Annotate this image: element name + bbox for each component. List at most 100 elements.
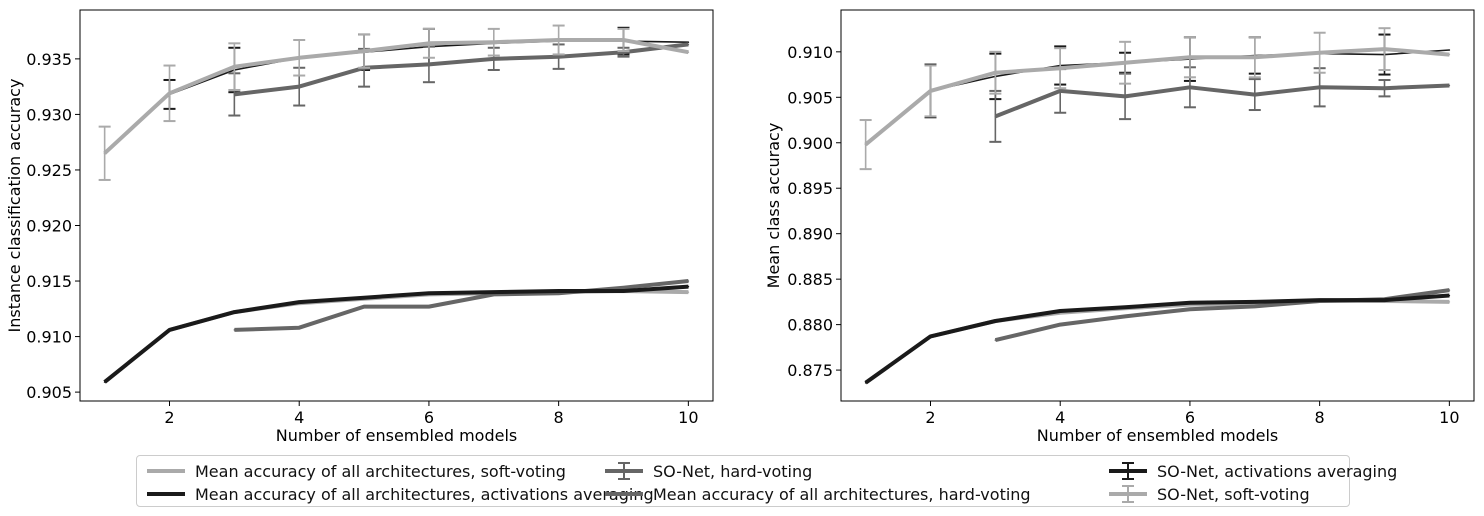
y-tick-label: 0.920 bbox=[26, 216, 72, 235]
plot-area-frame bbox=[79, 9, 714, 402]
data-point bbox=[1448, 84, 1451, 87]
data-point bbox=[1189, 56, 1191, 59]
legend: Mean accuracy of all architectures, soft… bbox=[136, 455, 1397, 507]
data-point bbox=[687, 285, 690, 288]
data-point bbox=[1253, 301, 1256, 303]
data-point bbox=[1253, 93, 1256, 96]
data-point bbox=[557, 39, 560, 41]
data-point bbox=[1059, 90, 1062, 92]
data-point bbox=[363, 305, 365, 308]
data-point bbox=[929, 335, 932, 338]
x-tick-label: 8 bbox=[1315, 408, 1325, 427]
data-point bbox=[428, 63, 430, 66]
series-line bbox=[994, 83, 1450, 119]
legend-label: Mean accuracy of all architectures, acti… bbox=[195, 484, 654, 504]
data-point bbox=[994, 320, 997, 322]
errorbar-swatch-icon bbox=[605, 462, 643, 480]
x-tick-label: 2 bbox=[925, 408, 935, 427]
data-point bbox=[492, 41, 495, 44]
data-point bbox=[1383, 299, 1386, 301]
x-tick-label: 2 bbox=[164, 408, 174, 427]
series-sonet-hard bbox=[228, 42, 690, 117]
legend-label: SO-Net, activations averaging bbox=[1157, 461, 1398, 481]
y-tick-label: 0.900 bbox=[787, 134, 833, 153]
series-line bbox=[864, 293, 1450, 385]
data-point bbox=[1124, 315, 1126, 318]
x-tick-label: 6 bbox=[424, 408, 434, 427]
legend-label: SO-Net, soft-voting bbox=[1157, 484, 1310, 504]
errorbar-swatch-icon bbox=[1109, 485, 1147, 503]
series-sonet-hard bbox=[989, 66, 1451, 143]
y-tick-label: 0.880 bbox=[787, 316, 833, 335]
y-tick-label: 0.930 bbox=[26, 105, 72, 124]
data-point bbox=[557, 290, 560, 292]
series-sonet-soft bbox=[98, 24, 690, 181]
y-tick-label: 0.885 bbox=[787, 270, 833, 289]
data-point bbox=[864, 143, 867, 146]
data-point bbox=[1189, 301, 1191, 304]
x-tick-label: 10 bbox=[678, 408, 698, 427]
series-sonet-soft bbox=[859, 27, 1451, 171]
legend-item-act-mean: Mean accuracy of all architectures, acti… bbox=[147, 483, 654, 505]
data-point bbox=[557, 55, 560, 58]
data-point bbox=[1383, 48, 1386, 50]
y-tick-label: 0.905 bbox=[787, 88, 833, 107]
series-line bbox=[234, 42, 689, 97]
data-point bbox=[687, 51, 690, 54]
data-point bbox=[103, 381, 106, 383]
data-point bbox=[1189, 86, 1191, 89]
y-tick-label: 0.875 bbox=[787, 361, 833, 380]
data-point bbox=[622, 290, 625, 292]
data-point bbox=[1448, 301, 1451, 303]
data-point bbox=[428, 292, 430, 295]
data-point bbox=[233, 329, 236, 331]
series-hard-mean bbox=[233, 279, 690, 332]
legend-label: Mean accuracy of all architectures, hard… bbox=[653, 484, 1031, 504]
data-point bbox=[1448, 49, 1451, 51]
data-point bbox=[864, 382, 867, 384]
data-point bbox=[622, 286, 625, 289]
data-point bbox=[168, 329, 171, 331]
data-point bbox=[1448, 289, 1451, 291]
y-tick-label: 0.890 bbox=[787, 225, 833, 244]
legend-item-sonet-hard: SO-Net, hard-voting bbox=[605, 460, 812, 482]
data-point bbox=[492, 58, 495, 60]
data-point bbox=[1448, 294, 1451, 297]
y-axis-label: Mean class accuracy bbox=[764, 123, 783, 289]
data-point bbox=[1124, 306, 1126, 309]
data-point bbox=[929, 90, 932, 92]
y-tick-label: 0.915 bbox=[26, 272, 72, 291]
y-axis-label: Instance classification accuracy bbox=[5, 79, 24, 333]
y-tick-label: 0.905 bbox=[26, 383, 72, 402]
data-point bbox=[622, 39, 625, 41]
series-line bbox=[994, 288, 1450, 343]
series-act-mean bbox=[864, 293, 1451, 385]
y-tick-label: 0.910 bbox=[26, 328, 72, 347]
data-point bbox=[1059, 323, 1062, 326]
series-line bbox=[103, 284, 689, 384]
series-act-mean bbox=[103, 284, 690, 384]
data-point bbox=[363, 296, 365, 299]
series-line bbox=[103, 38, 689, 155]
x-tick-label: 8 bbox=[554, 408, 564, 427]
y-tick-label: 0.935 bbox=[26, 50, 72, 69]
data-point bbox=[994, 71, 997, 74]
line-swatch-icon bbox=[147, 492, 185, 496]
data-point bbox=[1059, 310, 1062, 312]
series-line bbox=[864, 47, 1450, 147]
data-point bbox=[1383, 87, 1386, 89]
data-point bbox=[233, 65, 236, 68]
x-axis-label: Number of ensembled models bbox=[1037, 426, 1278, 445]
data-point bbox=[298, 301, 301, 303]
data-point bbox=[1059, 67, 1062, 69]
series-line bbox=[104, 40, 689, 154]
data-point bbox=[994, 115, 997, 118]
data-point bbox=[233, 311, 236, 313]
legend-item-soft-mean: Mean accuracy of all architectures, soft… bbox=[147, 460, 566, 482]
data-point bbox=[428, 42, 430, 45]
y-tick-label: 0.895 bbox=[787, 179, 833, 198]
line-swatch-icon bbox=[147, 469, 185, 473]
data-point bbox=[1189, 308, 1191, 310]
data-point bbox=[687, 291, 690, 293]
